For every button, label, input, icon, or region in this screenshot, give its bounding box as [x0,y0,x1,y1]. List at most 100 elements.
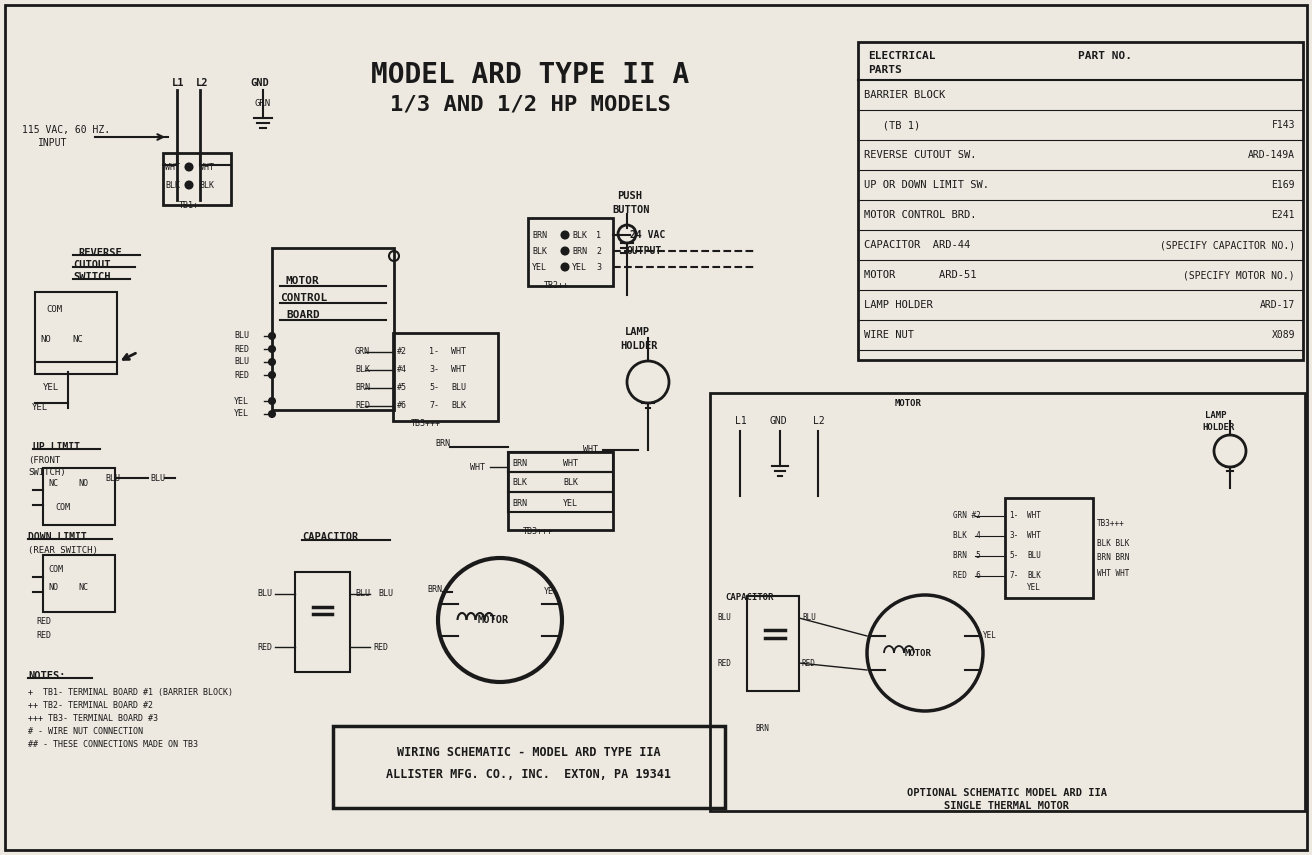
Text: BRN: BRN [754,723,769,733]
Text: WIRE NUT: WIRE NUT [865,330,914,340]
Text: 5-: 5- [429,384,440,392]
Text: MODEL ARD TYPE II A: MODEL ARD TYPE II A [371,61,689,89]
Text: PARTS: PARTS [869,65,901,75]
Text: BLU: BLU [234,332,249,340]
Text: NO: NO [39,335,51,345]
Text: BRN BRN: BRN BRN [1097,553,1130,563]
Text: RED: RED [257,642,272,652]
Text: 3-: 3- [429,365,440,374]
Text: BLK BLK: BLK BLK [1097,539,1130,547]
Text: REVERSE CUTOUT SW.: REVERSE CUTOUT SW. [865,150,976,160]
Text: MOTOR: MOTOR [286,276,320,286]
Bar [272,248,394,410]
Text: MOTOR: MOTOR [478,615,509,625]
Text: YEL: YEL [531,262,547,272]
Circle shape [269,346,276,352]
Bar [163,153,231,205]
Text: RED: RED [716,658,731,668]
Text: DOWN LIMIT: DOWN LIMIT [28,532,87,542]
Text: YEL: YEL [43,382,59,392]
Text: RED: RED [234,370,249,380]
Text: COM: COM [55,503,70,511]
Text: 3-: 3- [1009,532,1018,540]
Text: GRN: GRN [356,347,370,357]
Text: BRN: BRN [531,231,547,239]
Text: L2: L2 [195,78,209,88]
Text: PUSH: PUSH [617,191,642,201]
Text: NO: NO [77,479,88,487]
Text: YEL: YEL [1027,583,1040,593]
Text: (SPECIFY CAPACITOR NO.): (SPECIFY CAPACITOR NO.) [1160,240,1295,250]
Circle shape [185,181,193,188]
Text: +  TB1- TERMINAL BOARD #1 (BARRIER BLOCK): + TB1- TERMINAL BOARD #1 (BARRIER BLOCK) [28,687,234,697]
Text: BRN: BRN [436,439,450,449]
Text: CAPACITOR: CAPACITOR [726,593,773,603]
Text: YEL: YEL [234,397,249,405]
Text: BLU: BLU [150,474,165,482]
Text: WHT WHT: WHT WHT [1097,569,1130,577]
Text: BLK: BLK [451,402,466,410]
Text: PART NO.: PART NO. [1078,51,1132,61]
Text: BARRIER BLOCK: BARRIER BLOCK [865,90,945,100]
Circle shape [269,333,276,339]
Text: BLU: BLU [802,614,816,622]
Bar [43,468,115,525]
Text: +++ TB3- TERMINAL BOARD #3: +++ TB3- TERMINAL BOARD #3 [28,714,157,722]
Text: MOTOR: MOTOR [895,398,922,408]
Text: RED: RED [234,345,249,353]
Text: NC: NC [49,479,58,487]
Text: UP OR DOWN LIMIT SW.: UP OR DOWN LIMIT SW. [865,180,989,190]
Bar [43,555,115,612]
Text: BRN: BRN [356,384,370,392]
Text: F143: F143 [1271,120,1295,130]
Text: HOLDER: HOLDER [621,341,657,351]
Text: OPTIONAL SCHEMATIC MODEL ARD IIA: OPTIONAL SCHEMATIC MODEL ARD IIA [907,788,1107,798]
Text: 2: 2 [596,246,601,256]
Text: REVERSE: REVERSE [77,248,122,258]
Text: CAPACITOR  ARD-44: CAPACITOR ARD-44 [865,240,971,250]
Text: L1: L1 [735,416,747,426]
Text: GND: GND [251,78,269,88]
Bar [710,393,1305,811]
Bar [508,472,613,492]
Text: BLU: BLU [378,589,394,598]
Text: # - WIRE NUT CONNECTION: # - WIRE NUT CONNECTION [28,727,143,735]
Text: RED  6: RED 6 [953,571,981,581]
Bar [747,596,799,691]
Text: ## - THESE CONNECTIONS MADE ON TB3: ## - THESE CONNECTIONS MADE ON TB3 [28,740,198,748]
Text: OUTPUT: OUTPUT [627,246,663,256]
Text: (REAR SWITCH): (REAR SWITCH) [28,545,98,555]
Text: E241: E241 [1271,210,1295,220]
Text: BLK: BLK [572,231,586,239]
Text: BOARD: BOARD [286,310,320,320]
Circle shape [269,372,276,378]
Text: ++ TB2- TERMINAL BOARD #2: ++ TB2- TERMINAL BOARD #2 [28,700,154,710]
Text: L1: L1 [172,78,185,88]
Circle shape [269,398,276,404]
Text: 1: 1 [596,231,601,239]
Bar [858,42,1303,360]
Text: RED: RED [373,642,388,652]
Text: INPUT: INPUT [38,138,67,148]
Text: (SPECIFY MOTOR NO.): (SPECIFY MOTOR NO.) [1183,270,1295,280]
Text: TB3+++: TB3+++ [1097,518,1124,528]
Bar [527,218,613,286]
Text: NC: NC [77,582,88,592]
Text: BRN: BRN [512,458,527,468]
Text: MOTOR       ARD-51: MOTOR ARD-51 [865,270,976,280]
Text: GND: GND [770,416,787,426]
Circle shape [562,247,568,255]
Text: BLU: BLU [234,357,249,367]
Text: WHT: WHT [165,162,180,172]
Text: #5: #5 [398,384,407,392]
Text: ARD-17: ARD-17 [1260,300,1295,310]
Text: E169: E169 [1271,180,1295,190]
Text: BRN  5: BRN 5 [953,551,981,561]
Text: RED: RED [356,402,370,410]
Text: 3: 3 [596,262,601,272]
Text: RED: RED [35,632,51,640]
Bar [508,452,613,472]
Text: WHT: WHT [451,365,466,374]
Text: 1-: 1- [1009,511,1018,521]
Text: L2: L2 [813,416,825,426]
